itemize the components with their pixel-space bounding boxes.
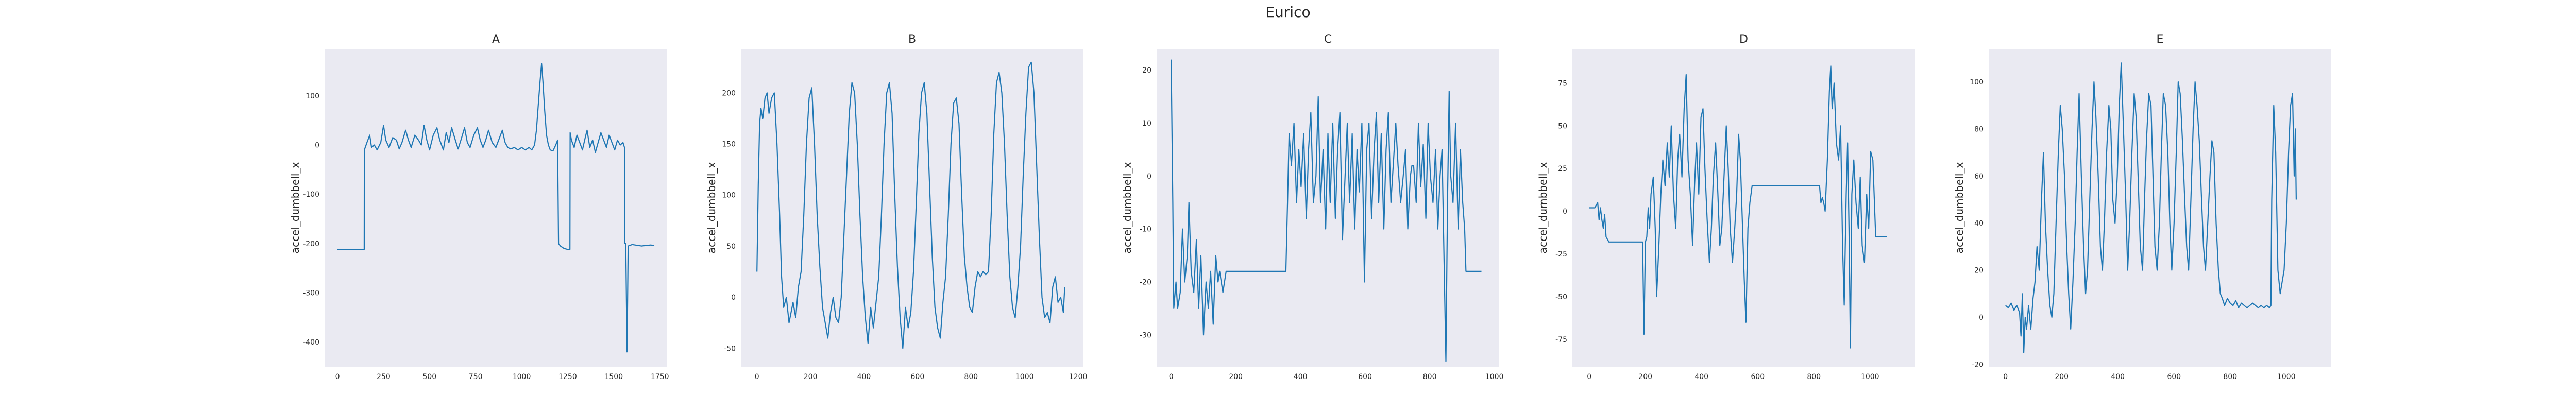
panel-d-ytick: -75 bbox=[1555, 336, 1567, 344]
panel-c-ytick: -20 bbox=[1140, 278, 1151, 286]
panel-b-xtick: 1200 bbox=[1069, 373, 1088, 381]
panel-b-xtick: 0 bbox=[755, 373, 759, 381]
panel-d-xtick: 600 bbox=[1751, 373, 1765, 381]
panel-e-ytick: 80 bbox=[1974, 125, 1984, 133]
panel-b-ylabel: accel_dumbbell_x bbox=[705, 162, 718, 254]
panel-d-xtick: 1000 bbox=[1861, 373, 1879, 381]
panel-b-xtick: 400 bbox=[857, 373, 871, 381]
panel-c-ytick: -30 bbox=[1140, 331, 1151, 339]
panel-c-xtick: 200 bbox=[1229, 373, 1243, 381]
panel-e-ytick: -20 bbox=[1972, 360, 1984, 369]
panel-a-xtick: 1750 bbox=[651, 373, 669, 381]
panel-e-ticks: 0 200 400 600 800 1000 -20 0 20 40 60 80 100 bbox=[1970, 78, 2295, 381]
panel-e-ytick: 20 bbox=[1974, 267, 1984, 275]
panel-a-ytick: -100 bbox=[303, 191, 319, 199]
panel-c-ytick: 20 bbox=[1142, 66, 1151, 75]
panel-b-xtick: 600 bbox=[911, 373, 925, 381]
panel-a-ylabel: accel_dumbbell_x bbox=[289, 162, 301, 254]
panel-a-xtick: 0 bbox=[335, 373, 340, 381]
panel-c-ytick: 10 bbox=[1142, 119, 1151, 128]
panel-c: C accel_dumbbell_x 0 200 400 600 800 1000-30-… bbox=[1121, 33, 1503, 381]
panel-b-background bbox=[741, 49, 1083, 367]
panel-e-xtick: 600 bbox=[2167, 373, 2181, 381]
panel-a-ytick: -400 bbox=[303, 338, 319, 347]
panel-b-xtick: 1000 bbox=[1015, 373, 1034, 381]
panel-b-xtick: 200 bbox=[804, 373, 818, 381]
panel-a-ytick: -200 bbox=[303, 240, 319, 248]
panel-e-series-line bbox=[2005, 62, 2297, 353]
panel-a-xtick: 750 bbox=[469, 373, 483, 381]
panel-b-title: B bbox=[908, 33, 916, 46]
panel-d-xtick: 400 bbox=[1694, 373, 1708, 381]
panel-d-ticks: 0 200 400 600 800 1000 -75 -50 -25 0 25 50 75 bbox=[1555, 79, 1879, 381]
panel-d-ytick: 75 bbox=[1558, 79, 1567, 88]
panel-a-title: A bbox=[492, 33, 500, 46]
panel-a-series-line bbox=[337, 63, 655, 353]
panel-b-ytick: 50 bbox=[726, 243, 736, 251]
panel-e-ytick: 0 bbox=[1979, 314, 1984, 322]
panel-e-ytick: 60 bbox=[1974, 173, 1984, 181]
panel-b-ticks: 0 200 400 600 800 1000 1200 -50 0 50 100 150 200 bbox=[722, 89, 1087, 381]
panel-d-title: D bbox=[1739, 33, 1748, 46]
panel-e-ytick: 100 bbox=[1970, 78, 1984, 87]
panel-d-xtick: 0 bbox=[1587, 373, 1591, 381]
panel-d-xtick: 800 bbox=[1807, 373, 1821, 381]
panel-e-xtick: 0 bbox=[2003, 373, 2008, 381]
panel-e-ylabel: accel_dumbbell_x bbox=[1953, 162, 1965, 254]
panel-c-xtick: 0 bbox=[1169, 373, 1174, 381]
panel-c-xtick: 400 bbox=[1294, 373, 1308, 381]
panel-c-ticks: 0 200 400 600 800 1000 -30 -20 -10 0 10 20 bbox=[1140, 66, 1503, 381]
panel-a-xtick: 1000 bbox=[513, 373, 531, 381]
panel-d-xtick: 200 bbox=[1638, 373, 1652, 381]
panel-d-ytick: 25 bbox=[1558, 165, 1567, 173]
panel-a: A accel_dumbbell_x 0 250 500 750 1000 1250 150… bbox=[289, 33, 669, 381]
panel-e-xtick: 800 bbox=[2223, 373, 2237, 381]
panel-e-title: E bbox=[2157, 33, 2164, 46]
panel-a-xtick: 1250 bbox=[558, 373, 577, 381]
panel-d-ytick: -50 bbox=[1555, 293, 1567, 301]
panel-d-ytick: 0 bbox=[1563, 208, 1567, 216]
panel-b: B accel_dumbbell_x 0 200 400 600 800 1000 1200… bbox=[705, 33, 1087, 381]
panel-b-ytick: -50 bbox=[724, 345, 736, 353]
panel-a-background bbox=[325, 49, 667, 367]
panel-d-ylabel: accel_dumbbell_x bbox=[1537, 162, 1549, 254]
panel-d-series-line bbox=[1589, 65, 1887, 349]
panel-a-ytick: 0 bbox=[315, 142, 319, 150]
panel-c-xtick: 600 bbox=[1358, 373, 1372, 381]
panel-d-background bbox=[1572, 49, 1915, 367]
panel-c-ytick: 0 bbox=[1147, 173, 1151, 181]
panel-a-ytick: -300 bbox=[303, 289, 319, 298]
panel-d: D accel_dumbbell_x 0 200 400 600 800 1000 -75 -… bbox=[1537, 33, 1915, 381]
panel-b-xtick: 800 bbox=[964, 373, 978, 381]
panel-d-ytick: -25 bbox=[1555, 250, 1567, 259]
figure-title: Eurico bbox=[1265, 4, 1310, 21]
panel-d-ytick: 50 bbox=[1558, 122, 1567, 130]
panel-b-ytick: 200 bbox=[722, 89, 736, 97]
panel-c-xtick: 800 bbox=[1423, 373, 1437, 381]
panel-e-xtick: 200 bbox=[2055, 373, 2069, 381]
panel-a-xtick: 500 bbox=[422, 373, 436, 381]
panel-c-ytick: -10 bbox=[1140, 226, 1151, 234]
panel-e-xtick: 1000 bbox=[2277, 373, 2296, 381]
panel-e: E accel_dumbbell_x 0 200 400 600 800 1000-200… bbox=[1953, 33, 2331, 381]
panel-e-xtick: 400 bbox=[2111, 373, 2125, 381]
panel-c-series-line bbox=[1171, 59, 1482, 362]
panel-b-series-line bbox=[756, 61, 1065, 349]
panel-b-ytick: 150 bbox=[722, 141, 736, 149]
panel-a-ticks: 0 250 500 750 1000 1250 1500 1750-400-300-200-1… bbox=[303, 92, 669, 381]
panel-e-ytick: 40 bbox=[1974, 219, 1984, 228]
panel-a-ytick: 100 bbox=[306, 92, 319, 100]
panel-c-title: C bbox=[1324, 33, 1332, 46]
panel-c-xtick: 1000 bbox=[1485, 373, 1504, 381]
panel-b-ytick: 0 bbox=[731, 294, 736, 302]
panel-a-xtick: 1500 bbox=[604, 373, 623, 381]
panel-c-ylabel: accel_dumbbell_x bbox=[1121, 162, 1133, 254]
panel-a-xtick: 250 bbox=[377, 373, 391, 381]
panel-b-ytick: 100 bbox=[722, 192, 736, 200]
